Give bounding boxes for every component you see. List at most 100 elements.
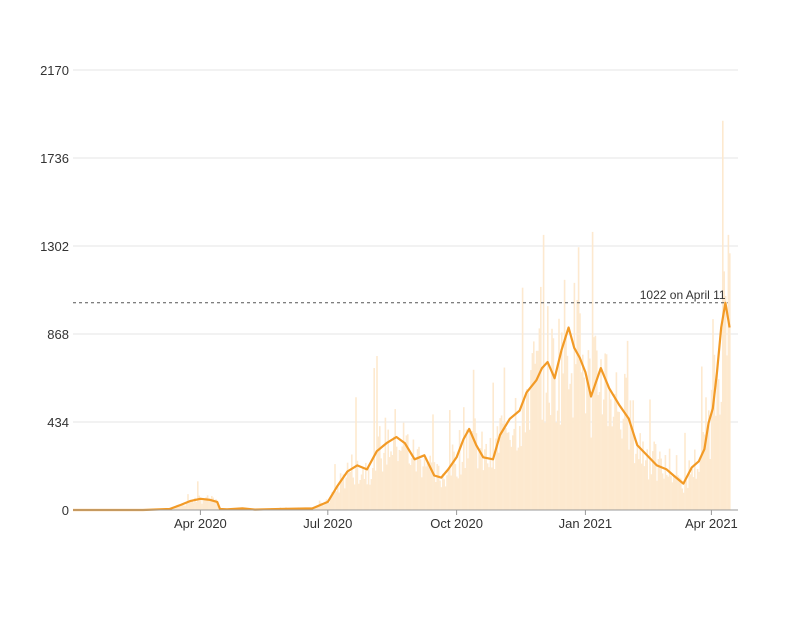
daily-bar xyxy=(345,477,347,510)
daily-bar xyxy=(370,479,373,510)
daily-bar xyxy=(183,505,185,510)
daily-bar xyxy=(729,253,731,510)
daily-bar xyxy=(726,355,728,510)
daily-bar xyxy=(684,432,686,510)
daily-bar xyxy=(562,373,564,510)
daily-bar xyxy=(422,466,424,510)
daily-bar xyxy=(442,473,444,510)
daily-bar xyxy=(512,435,514,510)
daily-bar xyxy=(660,458,662,510)
daily-bar xyxy=(349,471,352,510)
daily-bar xyxy=(405,435,408,510)
daily-bar xyxy=(664,455,667,510)
daily-bar xyxy=(563,279,566,510)
daily-bar xyxy=(447,468,450,510)
daily-bar xyxy=(443,479,445,510)
daily-bar xyxy=(701,366,703,510)
daily-bar xyxy=(456,476,458,510)
daily-bar xyxy=(678,477,681,510)
daily-bar xyxy=(523,399,525,510)
daily-bar xyxy=(386,464,388,510)
daily-bar xyxy=(212,497,214,510)
daily-bar xyxy=(390,451,392,510)
daily-bar xyxy=(425,466,427,510)
daily-bar xyxy=(317,506,319,510)
daily-bar xyxy=(527,392,529,510)
daily-bar xyxy=(421,477,423,510)
daily-bar xyxy=(631,429,633,510)
daily-bar xyxy=(325,499,328,510)
daily-bar xyxy=(463,407,465,510)
daily-bar xyxy=(184,505,186,510)
daily-bar xyxy=(496,426,499,510)
y-tick-label: 1302 xyxy=(40,239,69,254)
daily-bar xyxy=(208,501,210,510)
daily-bar xyxy=(597,394,599,510)
daily-bar xyxy=(332,491,335,510)
daily-bar xyxy=(395,446,398,510)
daily-bar xyxy=(713,354,716,510)
daily-bar xyxy=(339,473,342,510)
daily-bar xyxy=(373,368,375,510)
daily-bar xyxy=(215,499,217,510)
daily-bar xyxy=(576,299,578,510)
daily-bar xyxy=(458,430,461,510)
daily-bar xyxy=(334,464,336,510)
peak-annotation: 1022 on April 11 xyxy=(640,288,726,302)
daily-bar xyxy=(654,444,657,510)
daily-bar xyxy=(710,389,713,510)
daily-bar xyxy=(657,459,660,510)
daily-bar xyxy=(423,457,426,510)
daily-bar xyxy=(369,484,371,510)
daily-bar xyxy=(342,474,345,510)
daily-bar xyxy=(696,469,699,510)
daily-bar xyxy=(451,444,454,510)
daily-bar xyxy=(667,476,669,510)
daily-bar xyxy=(570,373,573,510)
daily-bar xyxy=(465,429,468,510)
daily-bar xyxy=(505,428,507,510)
daily-bar xyxy=(635,453,637,510)
daily-bar xyxy=(397,461,399,510)
daily-bar xyxy=(649,399,651,510)
daily-bar xyxy=(632,400,634,510)
daily-bar xyxy=(324,501,326,510)
y-tick-label: 1736 xyxy=(40,151,69,166)
daily-bar xyxy=(488,467,490,510)
daily-bar xyxy=(572,417,574,510)
daily-bar xyxy=(680,478,682,510)
daily-bar xyxy=(374,470,377,510)
daily-bar xyxy=(551,328,553,510)
daily-bar xyxy=(689,474,692,510)
daily-bar xyxy=(561,332,563,510)
daily-bar xyxy=(209,500,212,510)
daily-bar xyxy=(362,466,364,510)
daily-bar xyxy=(338,492,340,510)
daily-bar xyxy=(541,419,543,510)
daily-bar xyxy=(653,441,655,510)
daily-bar xyxy=(359,479,361,510)
daily-bar xyxy=(178,506,181,510)
daily-bar xyxy=(681,488,683,510)
daily-bar xyxy=(548,402,550,510)
daily-bar xyxy=(331,492,333,510)
daily-bar xyxy=(699,459,702,510)
daily-bar xyxy=(503,367,506,510)
daily-bar xyxy=(544,422,546,510)
daily-bar xyxy=(321,504,324,510)
daily-bar xyxy=(484,449,486,510)
daily-bar xyxy=(628,449,630,510)
daily-bar xyxy=(587,350,590,510)
daily-bar xyxy=(694,449,696,510)
daily-bar xyxy=(586,377,588,510)
daily-bar xyxy=(583,377,585,510)
daily-bar xyxy=(190,501,192,510)
daily-bar xyxy=(398,449,401,510)
daily-bar xyxy=(485,443,487,510)
daily-bar xyxy=(486,463,489,510)
daily-bar xyxy=(475,433,478,510)
daily-bar xyxy=(666,474,668,510)
daily-bar xyxy=(611,426,613,510)
daily-bar xyxy=(411,458,413,510)
daily-bar xyxy=(656,480,658,510)
